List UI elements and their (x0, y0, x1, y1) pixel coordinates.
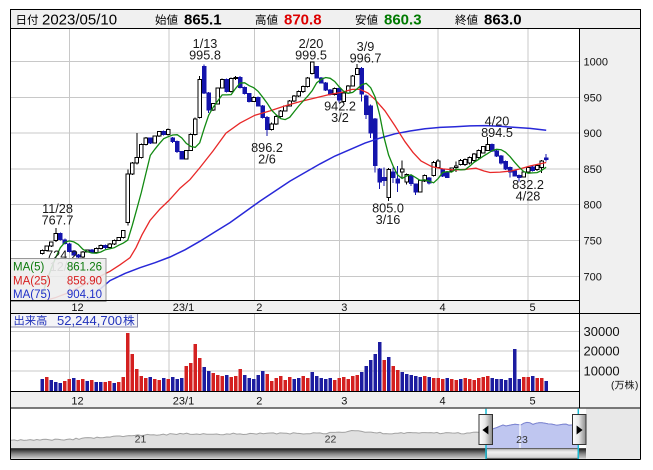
svg-text:23/1: 23/1 (173, 396, 194, 408)
svg-text:3: 3 (341, 396, 347, 408)
svg-text:996.7: 996.7 (350, 52, 382, 66)
svg-text:2: 2 (256, 396, 262, 408)
svg-text:23: 23 (516, 434, 528, 446)
svg-text:894.5: 894.5 (481, 126, 513, 140)
svg-text:23/1: 23/1 (173, 302, 194, 314)
svg-text:5: 5 (530, 302, 536, 314)
svg-text:): ) (635, 381, 638, 392)
svg-text:861.26: 861.26 (67, 262, 102, 274)
svg-text:20000: 20000 (584, 344, 620, 359)
svg-text:4: 4 (440, 302, 446, 314)
svg-text:3: 3 (341, 302, 347, 314)
svg-text:2/20: 2/20 (299, 37, 324, 51)
svg-text:21: 21 (135, 434, 147, 446)
svg-text:942.2: 942.2 (324, 100, 356, 114)
svg-text:(: ( (611, 381, 615, 392)
svg-text:4/28: 4/28 (516, 190, 541, 204)
svg-text:MA(75): MA(75) (13, 289, 51, 301)
svg-text:904.10: 904.10 (67, 289, 102, 301)
svg-text:870.8: 870.8 (284, 12, 322, 29)
svg-text:12: 12 (71, 396, 83, 408)
svg-text:22: 22 (325, 434, 337, 446)
svg-text:860.3: 860.3 (384, 12, 422, 29)
svg-text:767.7: 767.7 (42, 214, 74, 228)
svg-text:2023/05/10: 2023/05/10 (42, 12, 117, 29)
svg-text:52,244,700: 52,244,700 (57, 313, 122, 328)
svg-text:3/16: 3/16 (376, 213, 401, 227)
svg-text:995.8: 995.8 (189, 49, 221, 63)
svg-text:858.90: 858.90 (67, 276, 102, 288)
svg-text:30000: 30000 (584, 324, 620, 339)
svg-text:950: 950 (584, 92, 602, 104)
svg-text:4/20: 4/20 (485, 115, 510, 129)
svg-text:12: 12 (71, 302, 83, 314)
svg-text:5: 5 (530, 396, 536, 408)
svg-text:750: 750 (584, 236, 602, 248)
svg-text:2: 2 (256, 302, 262, 314)
svg-text:999.5: 999.5 (295, 49, 327, 63)
svg-text:2/6: 2/6 (258, 153, 276, 167)
svg-text:MA(25): MA(25) (13, 276, 51, 288)
svg-text:700: 700 (584, 271, 602, 283)
svg-text:3/9: 3/9 (357, 40, 375, 54)
svg-text:4: 4 (440, 396, 446, 408)
svg-text:850: 850 (584, 164, 602, 176)
svg-text:3/2: 3/2 (331, 111, 349, 125)
svg-text:10000: 10000 (584, 364, 620, 379)
svg-text:11/28: 11/28 (42, 202, 73, 216)
svg-text:800: 800 (584, 200, 602, 212)
svg-text:863.0: 863.0 (484, 12, 522, 29)
svg-text:900: 900 (584, 128, 602, 140)
svg-text:1/13: 1/13 (193, 37, 218, 51)
svg-text:832.2: 832.2 (512, 178, 544, 192)
svg-text:805.0: 805.0 (372, 202, 404, 216)
svg-text:865.1: 865.1 (184, 12, 222, 29)
svg-text:1000: 1000 (584, 57, 608, 69)
svg-text:MA(5): MA(5) (13, 262, 44, 274)
svg-text:896.2: 896.2 (251, 141, 283, 155)
